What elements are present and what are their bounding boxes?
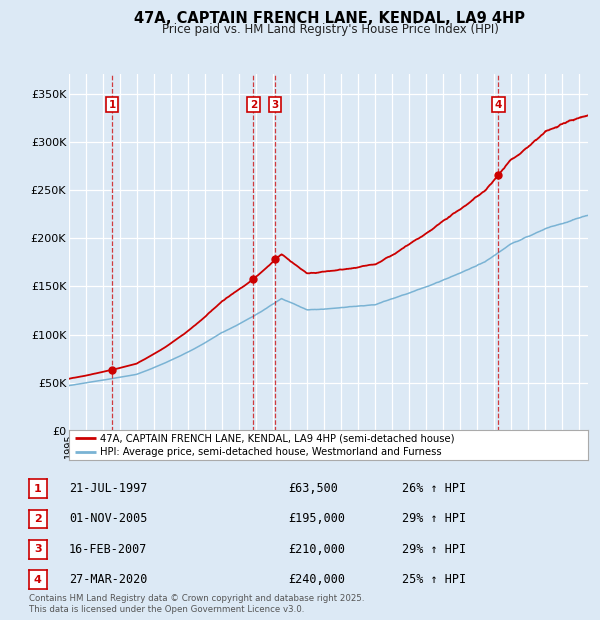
Text: 1: 1 <box>34 484 41 494</box>
Text: 25% ↑ HPI: 25% ↑ HPI <box>402 574 466 586</box>
Text: 29% ↑ HPI: 29% ↑ HPI <box>402 543 466 556</box>
Text: 4: 4 <box>34 575 42 585</box>
Text: 3: 3 <box>272 100 279 110</box>
Text: 1: 1 <box>109 100 116 110</box>
Text: 16-FEB-2007: 16-FEB-2007 <box>69 543 148 556</box>
Text: 47A, CAPTAIN FRENCH LANE, KENDAL, LA9 4HP (semi-detached house): 47A, CAPTAIN FRENCH LANE, KENDAL, LA9 4H… <box>100 433 455 443</box>
Text: £63,500: £63,500 <box>288 482 338 495</box>
Text: This data is licensed under the Open Government Licence v3.0.: This data is licensed under the Open Gov… <box>29 604 304 614</box>
Text: HPI: Average price, semi-detached house, Westmorland and Furness: HPI: Average price, semi-detached house,… <box>100 447 442 457</box>
Text: 2: 2 <box>250 100 257 110</box>
Text: £240,000: £240,000 <box>288 574 345 586</box>
Text: 21-JUL-1997: 21-JUL-1997 <box>69 482 148 495</box>
Text: Contains HM Land Registry data © Crown copyright and database right 2025.: Contains HM Land Registry data © Crown c… <box>29 593 364 603</box>
Text: 27-MAR-2020: 27-MAR-2020 <box>69 574 148 586</box>
Text: 26% ↑ HPI: 26% ↑ HPI <box>402 482 466 495</box>
Text: 3: 3 <box>34 544 41 554</box>
Text: 47A, CAPTAIN FRENCH LANE, KENDAL, LA9 4HP: 47A, CAPTAIN FRENCH LANE, KENDAL, LA9 4H… <box>134 11 526 25</box>
Text: 29% ↑ HPI: 29% ↑ HPI <box>402 513 466 525</box>
Text: Price paid vs. HM Land Registry's House Price Index (HPI): Price paid vs. HM Land Registry's House … <box>161 23 499 36</box>
Text: £210,000: £210,000 <box>288 543 345 556</box>
Text: 4: 4 <box>494 100 502 110</box>
Text: 2: 2 <box>34 514 41 524</box>
Text: £195,000: £195,000 <box>288 513 345 525</box>
Text: 01-NOV-2005: 01-NOV-2005 <box>69 513 148 525</box>
